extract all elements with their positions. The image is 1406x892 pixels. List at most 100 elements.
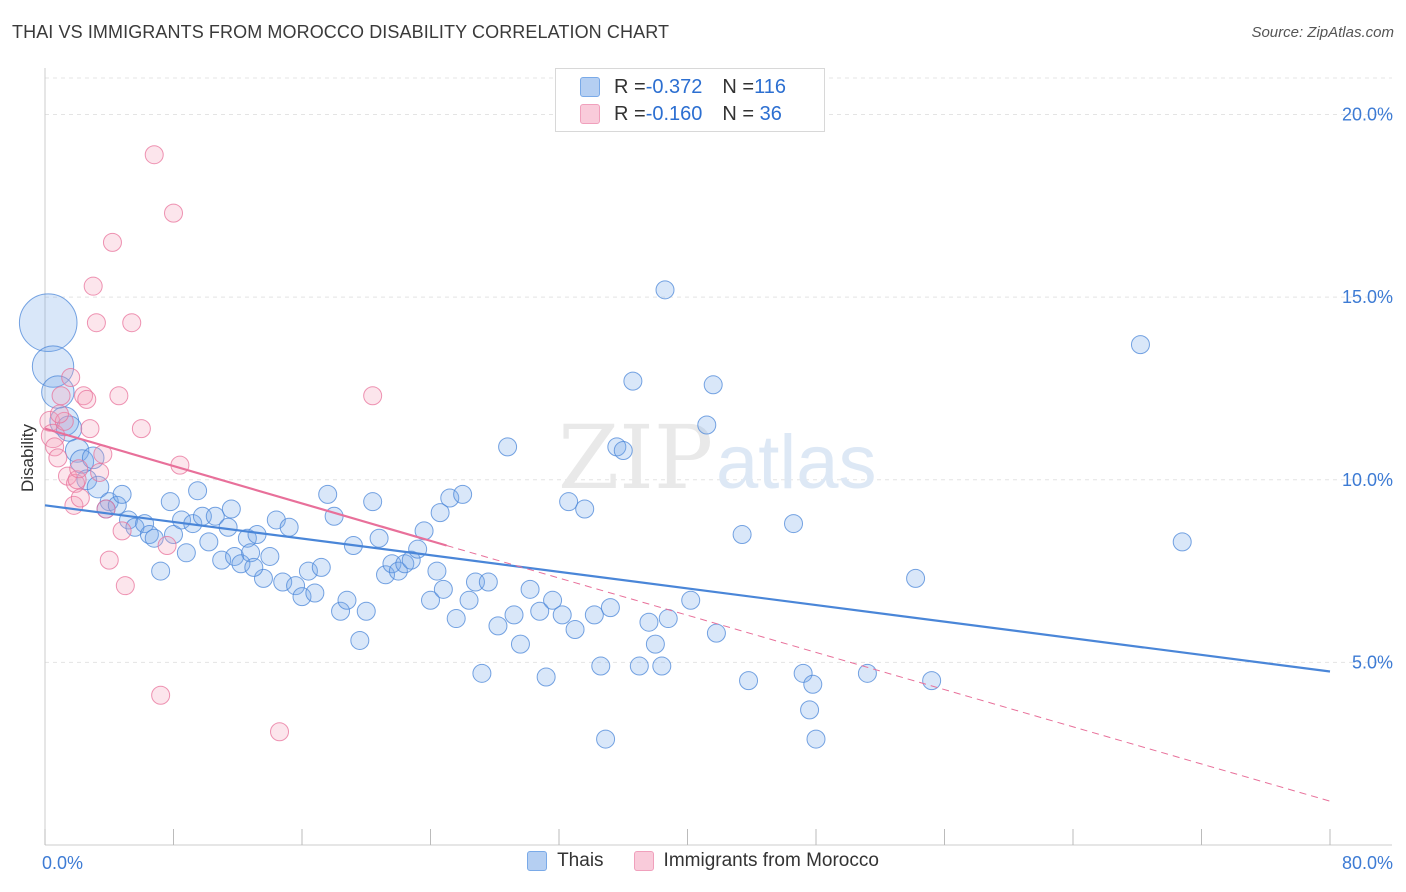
point-thais [205,506,225,526]
legend-item-thais[interactable]: Thais [527,850,604,872]
point-morocco [57,466,77,486]
point-thais [212,550,232,570]
point-morocco [77,389,97,409]
point-thais [76,469,98,491]
point-thais [703,375,723,395]
data-points [18,145,1192,749]
chart-title: THAI VS IMMIGRANTS FROM MOROCCO DISABILI… [12,22,670,42]
point-thais [453,484,473,504]
trend-line-morocco [44,427,447,547]
legend-row-thais: R = -0.372 N = 116 [580,74,786,100]
point-thais [806,729,826,749]
point-thais [520,579,540,599]
point-thais [623,371,643,391]
point-thais [655,280,675,300]
point-thais [793,663,813,683]
trend-line-morocco-extension [446,545,1331,802]
point-thais [292,587,312,607]
point-morocco [144,145,164,165]
point-thais [575,499,595,519]
point-thais [408,539,428,559]
point-thais [697,415,717,435]
point-thais [530,601,550,621]
watermark: ZIP atlas [558,406,877,509]
point-thais [199,532,219,552]
axes [44,68,1392,846]
legend-swatch-morocco [633,851,654,871]
point-thais [225,546,245,566]
point-thais [112,484,132,504]
trend-line-thais [44,504,1331,673]
point-thais [652,656,672,676]
point-thais [244,557,264,577]
point-thais [18,293,78,353]
point-thais [658,609,678,629]
point-thais [433,579,453,599]
point-thais [565,620,585,640]
point-thais [629,656,649,676]
point-thais [430,503,450,523]
point-thais [311,557,331,577]
legend-item-morocco[interactable]: Immigrants from Morocco [633,850,879,872]
legend-r-value: -0.372 [645,75,703,98]
y-tick-label: 10.0% [1342,470,1393,490]
legend-swatch-morocco [580,104,600,124]
point-thais [401,550,421,570]
point-morocco [157,536,177,556]
point-thais [176,543,196,563]
point-thais [350,630,370,650]
point-thais [221,499,241,519]
point-thais [356,601,376,621]
trend-lines [44,427,1331,802]
point-thais [498,437,518,457]
point-thais [237,528,257,548]
point-morocco [90,462,110,482]
point-morocco [363,386,383,406]
point-thais [607,437,627,457]
point-thais [86,475,110,499]
series-legend: Thais Immigrants from Morocco [0,850,1406,872]
point-morocco [115,576,135,596]
y-tick-label: 5.0% [1352,652,1393,672]
point-thais [478,572,498,592]
point-thais [279,517,299,537]
point-morocco [131,419,151,439]
point-morocco [48,448,68,468]
point-thais [591,656,611,676]
point-thais [645,634,665,654]
point-morocco [61,367,81,387]
point-thais [253,568,273,588]
watermark-atlas: atlas [716,420,877,505]
point-thais [421,590,440,610]
watermark-zip: ZIP [558,406,713,509]
point-morocco [99,550,119,570]
point-morocco [70,488,90,508]
point-thais [164,525,183,545]
point-thais [600,598,620,618]
point-morocco [45,437,65,457]
point-thais [488,616,508,636]
legend-n-value: 36 [754,102,782,125]
point-thais [613,441,633,461]
point-thais [337,590,357,610]
point-morocco [83,276,103,296]
point-morocco [49,404,69,424]
point-thais [241,543,261,563]
y-axis-label: Disability [18,423,37,492]
point-thais [151,561,171,581]
x-tick-label: 80.0% [1342,853,1393,873]
tick-labels: 5.0% 10.0% 15.0% 20.0% 0.0% 80.0% [42,105,1393,873]
point-thais [536,667,556,687]
point-thais [739,671,759,691]
point-thais [552,605,572,625]
point-thais [446,609,466,629]
legend-r-label: R = [614,75,646,98]
point-morocco [39,410,61,432]
legend-label-thais: Thais [557,850,604,871]
point-morocco [80,419,100,439]
point-thais [681,590,701,610]
point-thais [231,554,251,574]
point-thais [543,590,563,610]
legend-swatch-thais [527,851,548,871]
point-thais [286,576,306,596]
